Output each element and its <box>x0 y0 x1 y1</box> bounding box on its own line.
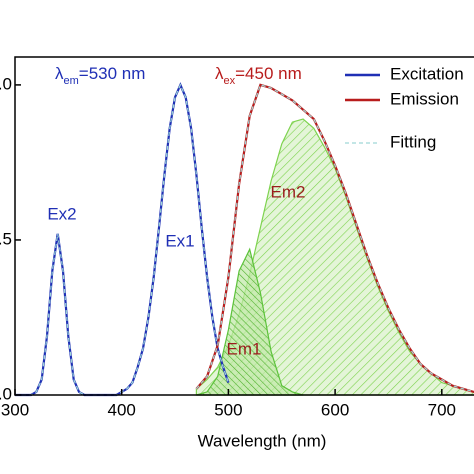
y-tick-label: 0.5 <box>0 229 12 248</box>
y-tick-label: 0.0 <box>0 384 12 403</box>
x-tick-label: 300 <box>1 400 29 419</box>
series-line <box>15 82 230 397</box>
axis-frame <box>14 56 474 396</box>
fitting-line <box>15 83 229 396</box>
annotation-part: λ <box>55 64 64 83</box>
peak-label: Ex1 <box>165 231 194 250</box>
x-tick-label: 700 <box>428 400 456 419</box>
component-label: Em1 <box>227 339 262 358</box>
annotation-part: =450 nm <box>235 64 302 83</box>
y-tick-label: 1.0 <box>0 74 12 93</box>
annotation-part: λ <box>215 64 224 83</box>
component-label: Em2 <box>271 182 306 201</box>
x-axis-label: Wavelength (nm) <box>198 431 327 450</box>
x-tick-label: 600 <box>321 400 349 419</box>
legend-label: Fitting <box>390 132 436 151</box>
legend-label: Excitation <box>390 64 464 83</box>
fitting-line <box>195 84 474 393</box>
annotation-part: ex <box>224 75 236 87</box>
legend-label: Emission <box>390 89 459 108</box>
x-tick-label: 500 <box>214 400 242 419</box>
annotation-part: em <box>64 75 79 87</box>
annotation-part: =530 nm <box>79 64 146 83</box>
peak-label: Ex2 <box>47 204 76 223</box>
x-tick-label: 400 <box>108 400 136 419</box>
annotation: λex=450 nm <box>215 64 302 86</box>
annotation: λem=530 nm <box>55 64 145 86</box>
